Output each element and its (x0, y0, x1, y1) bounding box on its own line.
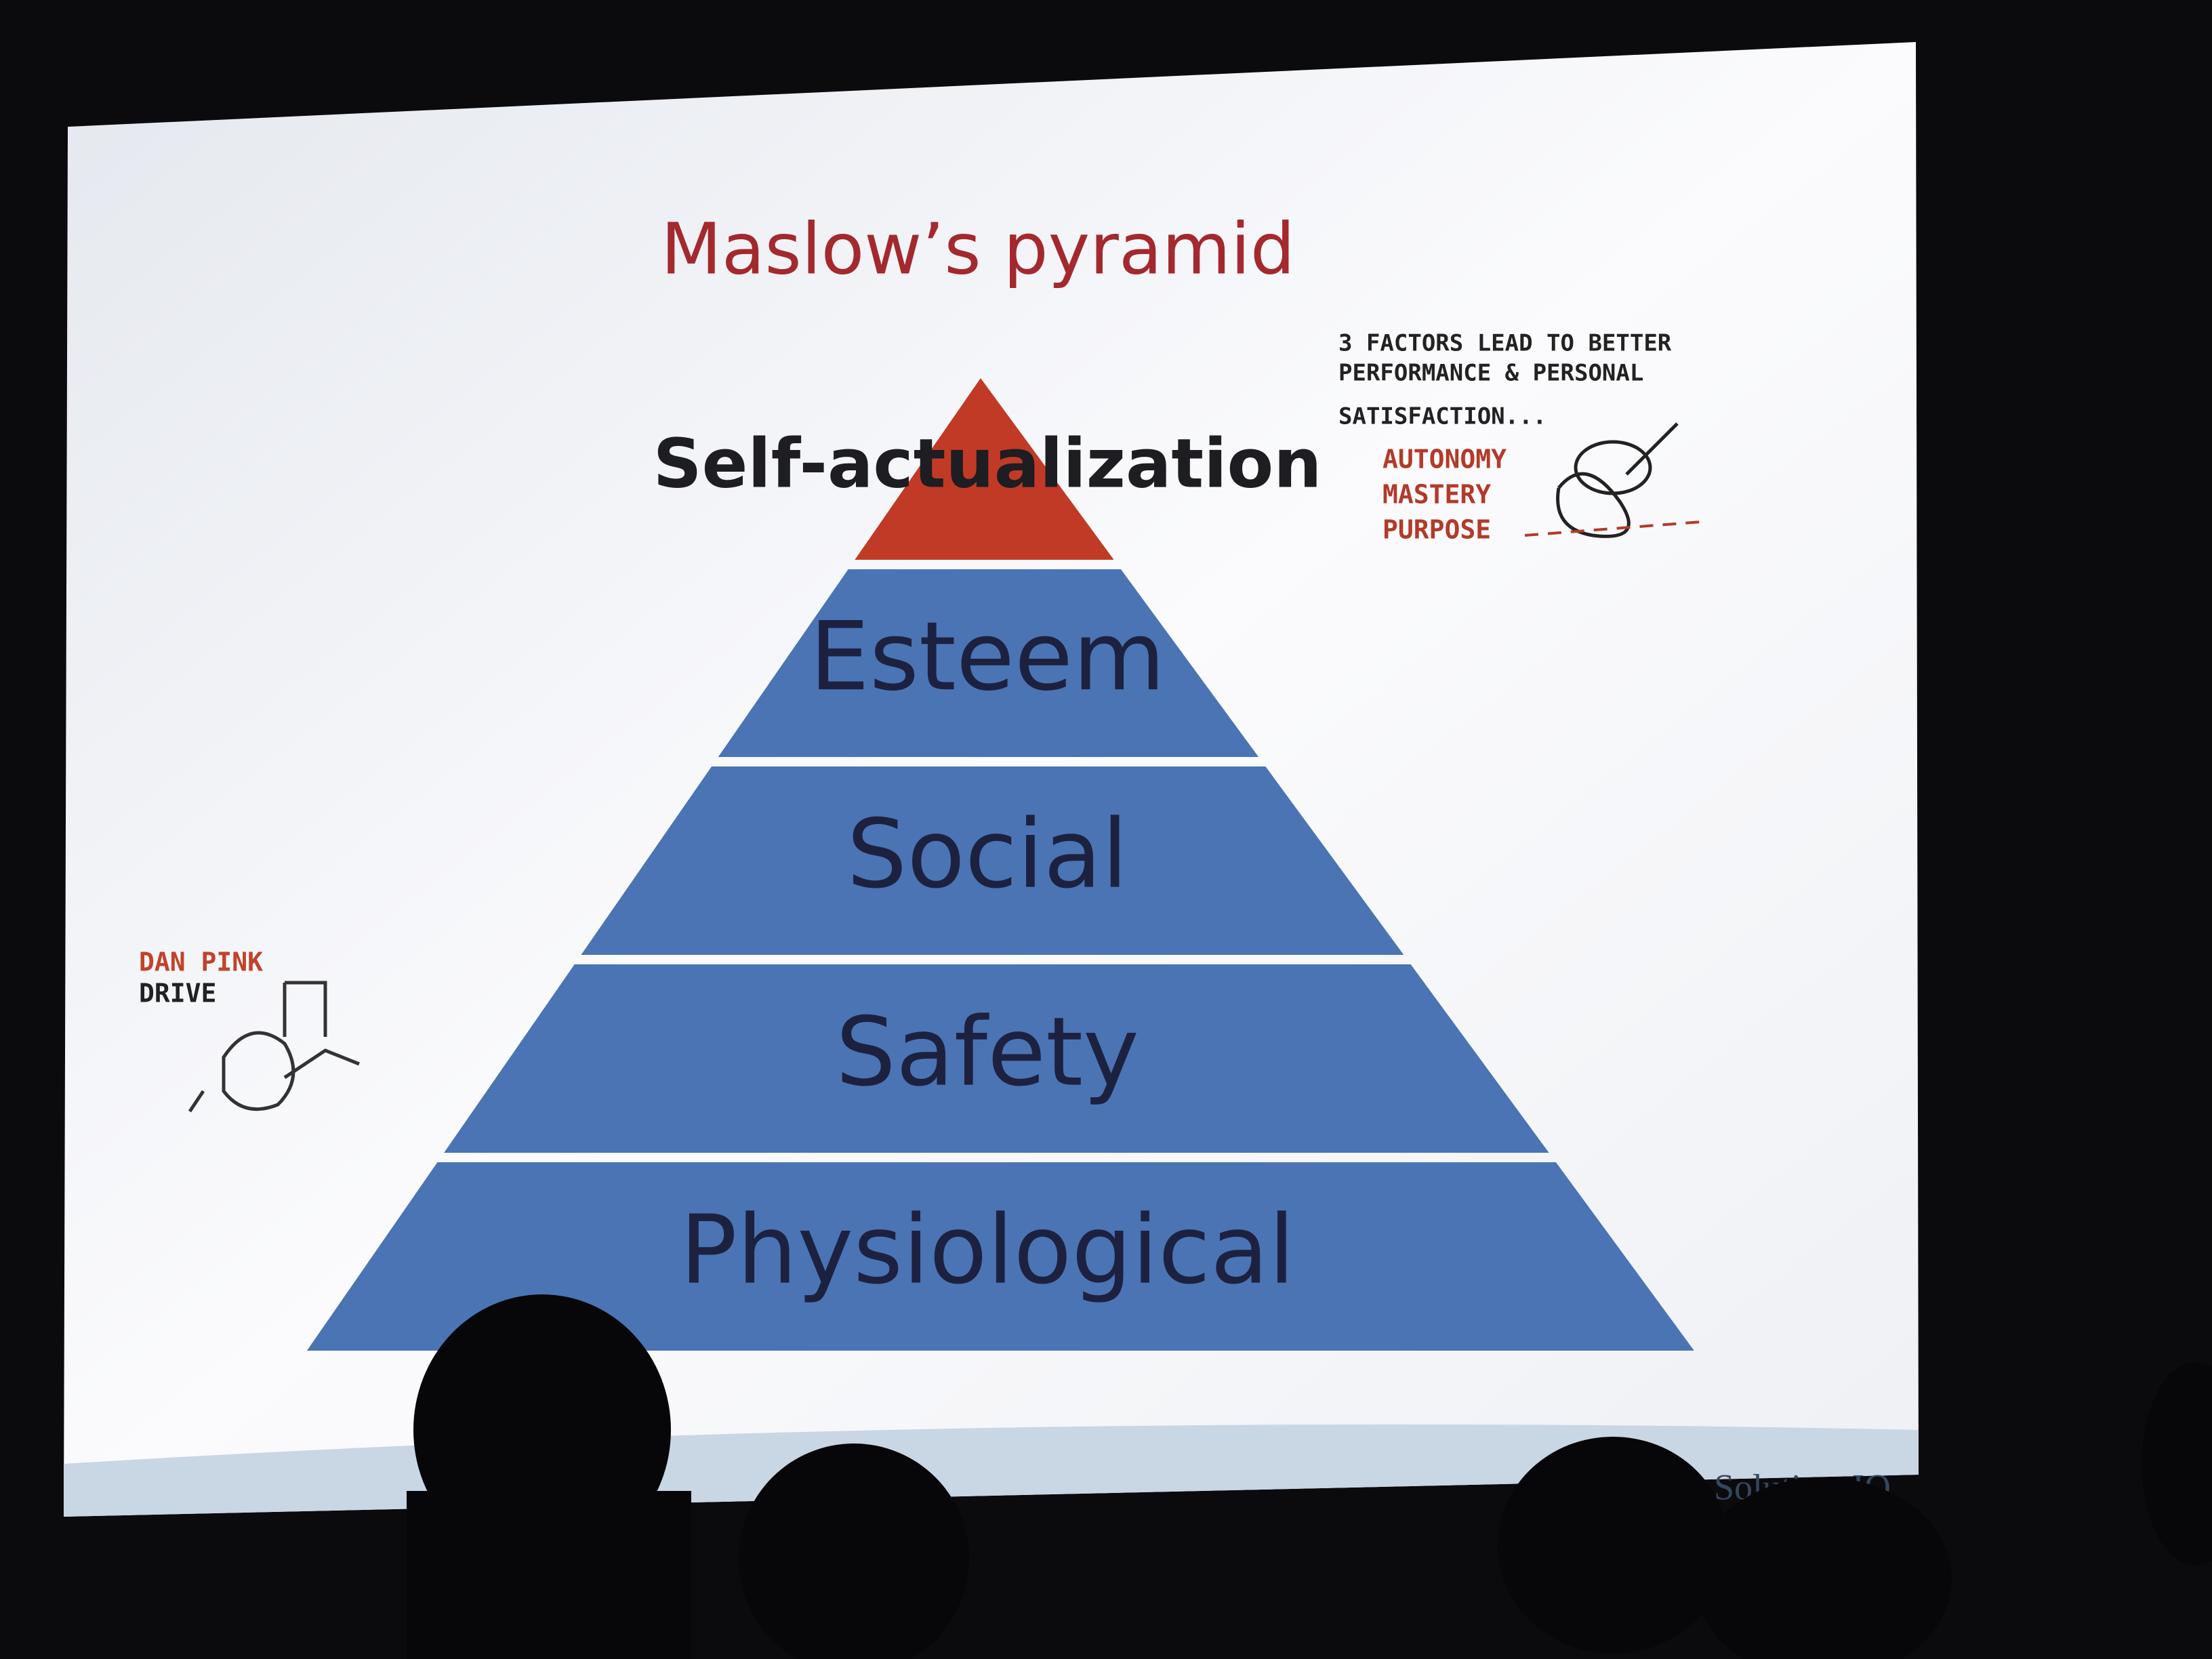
head-silhouette (2142, 1362, 2212, 1565)
pyramid-level (581, 766, 1404, 955)
note-line: SATISFACTION... (1338, 403, 1547, 430)
note-line: DRIVE (139, 979, 216, 1008)
shoulders (407, 1491, 691, 1659)
level-label: Self-actualization (653, 424, 1322, 503)
level-label: Physiological (680, 1195, 1294, 1306)
head-silhouette (739, 1443, 969, 1659)
note-line: PERFORMANCE & PERSONAL (1338, 360, 1643, 387)
level-label: Esteem (810, 602, 1166, 712)
doodle (188, 981, 360, 1113)
pyramid-level (855, 378, 1114, 560)
note-right: 3 FACTORS LEAD TO BETTER PERFORMANCE & P… (1338, 330, 1702, 545)
level-label: Social (846, 800, 1128, 910)
note-left: DAN PINK DRIVE (139, 947, 360, 1113)
pyramid-level (306, 1162, 1694, 1351)
note-line: 3 FACTORS LEAD TO BETTER (1338, 330, 1672, 357)
head-silhouette (1498, 1437, 1728, 1654)
pyramid-level (718, 569, 1259, 757)
slide-title: Maslow’s pyramid (661, 207, 1295, 290)
level-label: Safety (836, 998, 1139, 1108)
head-silhouette (1694, 1477, 1952, 1659)
note-item: PURPOSE (1382, 515, 1491, 545)
audience (407, 1294, 2212, 1659)
note-line: DAN PINK (139, 947, 263, 977)
pyramid: Self-actualization Esteem Social Safety Phys… (306, 378, 1694, 1351)
note-item: AUTONOMY (1382, 445, 1507, 474)
note-item: MASTERY (1382, 480, 1491, 510)
doodle (1524, 520, 1702, 537)
pyramid-level (444, 964, 1549, 1153)
